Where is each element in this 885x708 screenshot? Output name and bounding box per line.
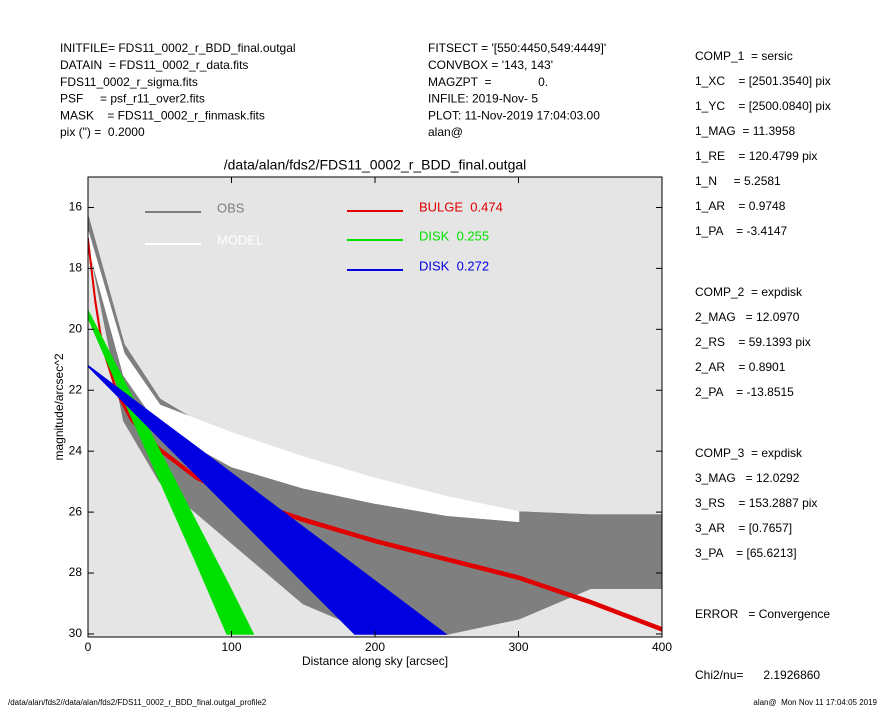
x-tick-label: 300: [508, 640, 528, 654]
y-tick-label: 18: [69, 261, 83, 275]
fit-parameter: 1_MAG = 11.3958: [695, 124, 796, 138]
header-middle-line: MAGZPT = 0.: [428, 75, 548, 89]
y-tick-label: 24: [69, 443, 83, 457]
y-tick-label: 16: [69, 200, 83, 214]
fit-parameter: 2_RS = 59.1393 pix: [695, 335, 811, 349]
legend-label: BULGE 0.474: [419, 199, 503, 214]
header-middle-line: alan@: [428, 125, 463, 139]
fit-parameter: 3_RS = 153.2887 pix: [695, 496, 817, 510]
band-edge: [88, 316, 228, 635]
y-axis-label: magnitude/arcsec^2: [52, 353, 66, 460]
fit-parameter: 1_XC = [2501.3540] pix: [695, 74, 831, 88]
legend-label: DISK 0.272: [419, 258, 489, 273]
fit-parameter: 2_PA = -13.8515: [695, 385, 794, 399]
fit-parameter: COMP_3 = expdisk: [695, 446, 803, 460]
x-tick-label: 0: [85, 640, 92, 654]
legend-label: MODEL: [217, 232, 263, 247]
chart-title: /data/alan/fds2/FDS11_0002_r_BDD_final.o…: [224, 157, 527, 173]
header-middle-line: FITSECT = '[550:4450,549:4449]': [428, 41, 606, 55]
fit-parameter: 3_AR = [0.7657]: [695, 521, 792, 535]
fit-parameter: 2_AR = 0.8901: [695, 360, 786, 374]
fit-parameter: 2_MAG = 12.0970: [695, 310, 800, 324]
band-edge: [88, 243, 519, 522]
fit-parameter: 1_YC = [2500.0840] pix: [695, 99, 831, 113]
x-tick-label: 400: [652, 640, 672, 654]
band-edge: [88, 365, 446, 635]
fit-parameter: 1_RE = 120.4799 pix: [695, 149, 817, 163]
fit-parameter: 3_MAG = 12.0292: [695, 471, 800, 485]
y-tick-label: 30: [69, 626, 83, 640]
header-left-line: FDS11_0002_r_sigma.fits: [60, 75, 198, 89]
y-tick-label: 26: [69, 504, 83, 518]
header-left-line: INITFILE= FDS11_0002_r_BDD_final.outgal: [60, 41, 296, 55]
band-edge: [88, 310, 254, 635]
fit-parameter: COMP_2 = expdisk: [695, 285, 803, 299]
x-tick-label: 100: [221, 640, 241, 654]
header-left-line: PSF = psf_r11_over2.fits: [60, 92, 205, 106]
fit-parameter: ERROR = Convergence: [695, 607, 830, 621]
x-axis-label: Distance along sky [arcsec]: [302, 654, 448, 668]
header-middle-line: INFILE: 2019-Nov- 5: [428, 92, 538, 106]
footer-right: alan@ Mon Nov 11 17:04:05 2019: [753, 698, 877, 707]
header-left-line: DATAIN = FDS11_0002_r_data.fits: [60, 58, 248, 72]
fit-parameter: 1_AR = 0.9748: [695, 199, 786, 213]
plot-data: [88, 216, 662, 635]
legend-label: DISK 0.255: [419, 228, 489, 243]
y-tick-label: 28: [69, 565, 83, 579]
header-middle-line: CONVBOX = '143, 143': [428, 58, 553, 72]
y-tick-label: 20: [69, 321, 83, 335]
band-edge: [88, 231, 519, 513]
band-edge: [88, 365, 356, 635]
fit-parameter: 1_N = 5.2581: [695, 174, 781, 188]
y-tick-label: 22: [69, 382, 83, 396]
footer-left: /data/alan/fds2//data/alan/fds2/FDS11_00…: [8, 698, 267, 707]
header-left-line: pix (") = 0.2000: [60, 125, 145, 139]
x-tick-label: 200: [365, 640, 385, 654]
header-left-line: MASK = FDS11_0002_r_finmask.fits: [60, 108, 265, 122]
fit-parameter: 1_PA = -3.4147: [695, 224, 788, 238]
header-middle-line: PLOT: 11-Nov-2019 17:04:03.00: [428, 108, 600, 122]
fit-parameter: COMP_1 = sersic: [695, 49, 793, 63]
legend-label: OBS: [217, 200, 245, 215]
fit-parameter: 3_PA = [65.6213]: [695, 546, 797, 560]
fit-parameter: Chi2/nu= 2.1926860: [695, 668, 820, 682]
